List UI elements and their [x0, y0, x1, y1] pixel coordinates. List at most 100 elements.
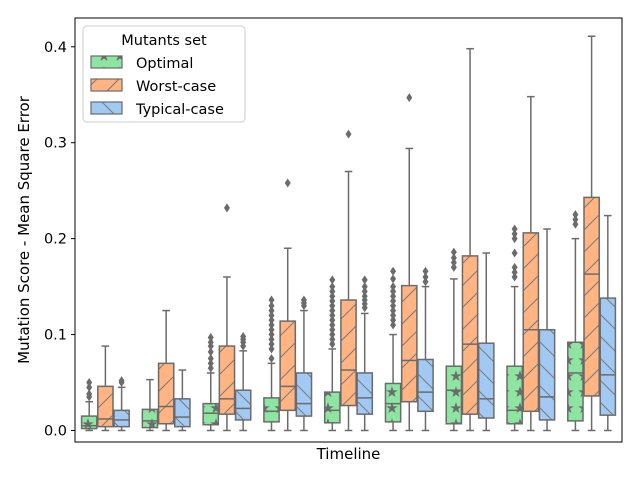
box-hatch: [324, 392, 340, 423]
outlier-point: [422, 266, 429, 276]
outlier-point: [406, 93, 413, 103]
outlier-point: [329, 286, 336, 296]
legend-title: Mutants set: [121, 33, 207, 49]
box-hatch: [401, 285, 417, 402]
box-hatch: [478, 343, 494, 419]
outlier-point: [268, 310, 275, 320]
box-outline: [356, 372, 374, 415]
outlier-point: [86, 378, 93, 388]
outlier-point: [390, 266, 397, 276]
outlier-point: [390, 282, 397, 292]
box-hatch: [357, 372, 373, 415]
box-outline: [477, 342, 495, 419]
box-outline: [157, 362, 175, 425]
box-typical-case-7: [477, 252, 495, 432]
outlier-point: [361, 282, 368, 292]
legend-swatch-outline: [90, 78, 123, 92]
outlier-point: [207, 358, 214, 368]
outlier-point: [329, 320, 336, 330]
outlier-point: [268, 344, 275, 354]
box-hatch: [523, 232, 539, 412]
outlier-point: [390, 320, 397, 330]
box-outline: [97, 385, 114, 428]
outlier-point: [268, 354, 275, 364]
outlier-point: [329, 325, 336, 335]
outlier-point: [450, 247, 457, 257]
box-outline: [174, 398, 191, 428]
box-outline: [445, 365, 463, 425]
box-outline: [80, 415, 98, 430]
outlier-point: [268, 339, 275, 349]
outlier-point: [422, 277, 429, 287]
box-optimal-4: [263, 295, 280, 432]
outlier-point: [329, 339, 336, 349]
y-tick-label: 0.3: [44, 136, 67, 152]
outlier-point: [86, 389, 93, 399]
box-typical-case-3: [234, 331, 252, 432]
box-outline: [583, 196, 600, 397]
y-tick-label: 0.1: [44, 328, 67, 344]
outlier-point: [240, 331, 247, 341]
box-outline: [384, 382, 402, 423]
legend-label: Worst-case: [136, 79, 216, 95]
outlier-point: [390, 296, 397, 306]
y-tick-label: 0.0: [44, 423, 67, 439]
outlier-point: [329, 282, 336, 292]
box-outline: [234, 389, 252, 421]
outlier-point: [268, 330, 275, 340]
outlier-point: [422, 272, 429, 282]
outlier-point: [329, 310, 336, 320]
box-hatch: [600, 298, 616, 416]
outlier-point: [390, 310, 397, 320]
box-hatch: [263, 397, 280, 422]
box-hatch: [385, 383, 401, 422]
box-typical-case-2: [174, 369, 191, 432]
outlier-point: [345, 129, 352, 139]
box-hatch: [584, 197, 600, 396]
box-hatch: [174, 398, 190, 427]
box-typical-case-8: [538, 228, 556, 432]
outlier-point: [268, 315, 275, 325]
box-hatch: [567, 342, 584, 421]
outlier-point: [268, 306, 275, 316]
plot-frame: [74, 17, 623, 443]
box-hatch: [203, 403, 219, 425]
legend-frame: [82, 25, 246, 123]
outlier-point: [450, 253, 457, 263]
box-outline: [295, 372, 313, 417]
box-optimal-2: [141, 378, 159, 432]
outlier-point: [361, 275, 368, 285]
outlier-point: [223, 203, 230, 213]
box-hatch: [158, 363, 174, 424]
outlier-point: [329, 291, 336, 301]
box-outline: [522, 232, 540, 413]
outlier-point: [86, 382, 93, 392]
box-hatch: [219, 346, 235, 415]
outlier-point: [268, 325, 275, 335]
box-outline: [506, 365, 523, 425]
box-outline: [141, 408, 159, 429]
box-outline: [113, 409, 130, 428]
y-axis-label: Mutation Score - Mean Square Error: [15, 95, 33, 364]
box-worst-case-4: [279, 178, 297, 432]
box-worst-case-7: [461, 47, 479, 432]
outlier-point: [300, 295, 307, 305]
outlier-point: [207, 337, 214, 347]
box-hatch: [417, 359, 434, 412]
legend-entry-worst-case: Worst-case: [90, 78, 216, 95]
box-hatch: [340, 300, 357, 406]
outlier-point: [284, 178, 291, 188]
outlier-point: [118, 376, 125, 386]
box-hatch: [462, 255, 478, 415]
y-tick-label: 0.4: [44, 40, 67, 56]
legend-label: Optimal: [136, 56, 193, 72]
outlier-point: [572, 219, 579, 229]
boxes-layer: [80, 35, 617, 432]
y-axis: 0.0 0.1 0.2 0.3 0.4: [44, 40, 75, 439]
outlier-point: [572, 214, 579, 224]
legend-swatch-hatch: [91, 102, 122, 114]
box-typical-case-5: [356, 275, 374, 432]
legend-swatch-hatch: [91, 79, 122, 91]
outlier-point: [390, 274, 397, 284]
